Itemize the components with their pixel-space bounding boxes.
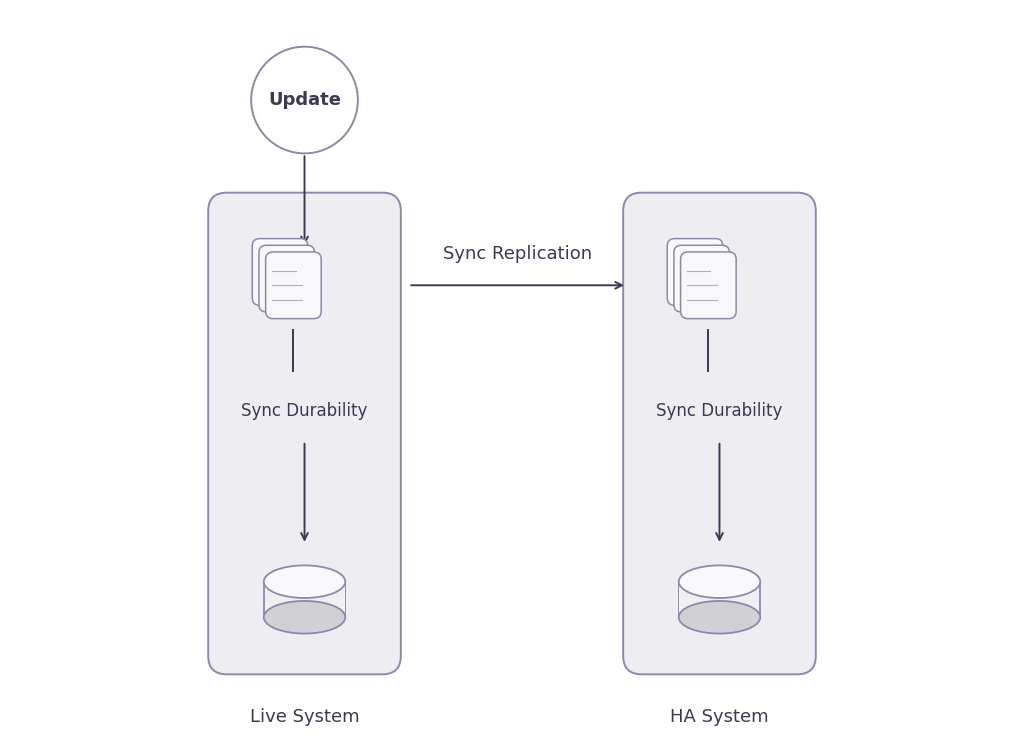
Bar	[680, 582, 760, 617]
Bar	[679, 582, 760, 617]
Text: HA System: HA System	[670, 708, 769, 725]
FancyBboxPatch shape	[252, 239, 308, 305]
FancyBboxPatch shape	[259, 245, 314, 312]
Bar	[264, 582, 344, 617]
Bar	[264, 582, 345, 617]
Text: Sync Replication: Sync Replication	[443, 245, 593, 263]
Text: Live System: Live System	[250, 708, 359, 725]
Text: Update: Update	[268, 91, 341, 109]
FancyBboxPatch shape	[681, 252, 736, 319]
FancyBboxPatch shape	[668, 239, 723, 305]
Ellipse shape	[264, 601, 345, 634]
Ellipse shape	[264, 565, 345, 598]
Text: Sync Durability: Sync Durability	[656, 402, 782, 420]
Text: Sync Durability: Sync Durability	[242, 402, 368, 420]
Ellipse shape	[679, 601, 760, 634]
Ellipse shape	[251, 47, 357, 153]
FancyBboxPatch shape	[674, 245, 729, 312]
FancyBboxPatch shape	[624, 193, 816, 674]
FancyBboxPatch shape	[265, 252, 322, 319]
FancyBboxPatch shape	[208, 193, 400, 674]
Ellipse shape	[679, 565, 760, 598]
